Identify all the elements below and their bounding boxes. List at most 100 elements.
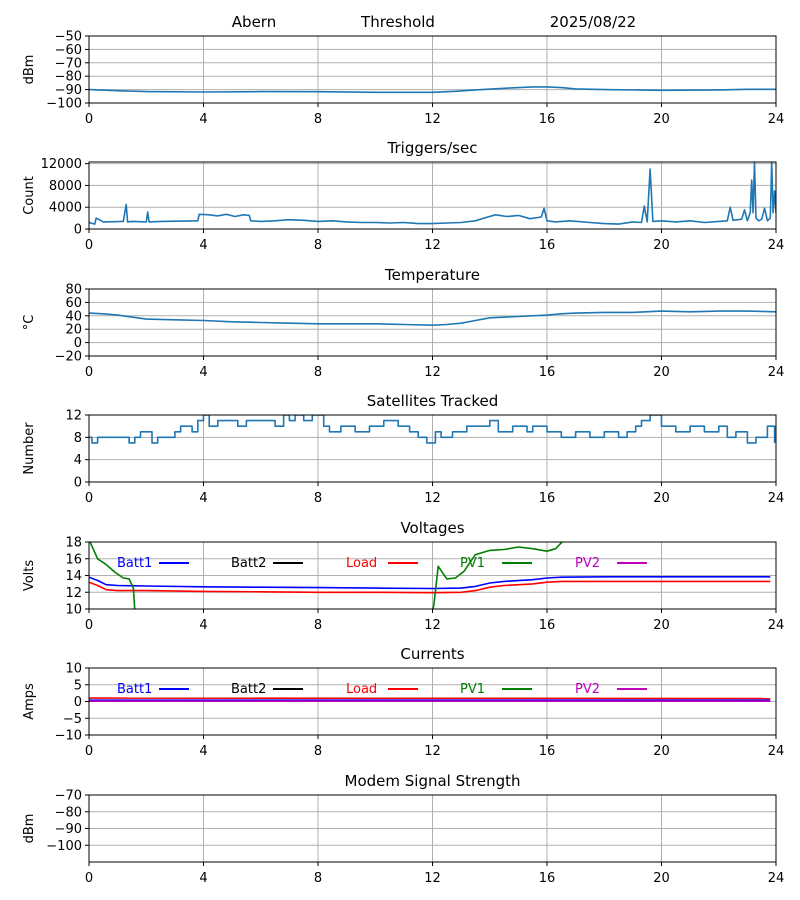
chart-satellites: 0 4 8 12 16 20 24 0 4 8 12 Satellites Tracked Number [22,392,784,506]
y-tick-label: 8 [74,431,82,446]
y-tick-label: 0 [74,695,82,710]
x-tick-label: 12 [424,112,441,127]
y-tick-label: 5 [74,678,82,693]
y-tick-label: 4000 [49,201,82,216]
x-tick-label: 16 [539,491,556,506]
y-tick-label: 8000 [49,179,82,194]
legend-label: PV2 [575,556,600,571]
chart-title: Triggers/sec [387,139,478,157]
x-tick-label: 24 [768,491,785,506]
y-tick-label: 40 [65,309,82,324]
x-tick-label: 0 [85,365,93,380]
x-tick-label: 4 [199,744,207,759]
x-tick-label: 20 [653,871,670,886]
y-tick-label: 4 [74,453,82,468]
legend-label: Load [346,682,377,697]
y-tick-label: 0 [74,476,82,491]
x-tick-label: 16 [539,871,556,886]
y-tick-label: −20 [55,350,82,365]
series-satellites-line [89,415,776,444]
x-tick-label: 24 [768,365,785,380]
y-tick-label: 0 [74,336,82,351]
x-tick-label: 24 [768,112,785,127]
series-triggers-line [89,162,776,225]
x-tick-label: 8 [314,238,322,253]
x-tick-label: 0 [85,618,93,633]
x-tick-label: 16 [539,744,556,759]
x-tick-label: 4 [199,112,207,127]
x-tick-label: 24 [768,238,785,253]
series-threshold-line [89,86,776,94]
series-batt1-line [89,575,771,590]
x-tick-label: 24 [768,744,785,759]
y-tick-label: 16 [65,552,82,567]
x-tick-label: 4 [199,491,207,506]
x-tick-label: 8 [314,365,322,380]
y-tick-label: −50 [55,30,82,45]
x-tick-label: 12 [424,871,441,886]
x-tick-label: 8 [314,744,322,759]
x-tick-label: 8 [314,491,322,506]
y-tick-label: −5 [63,712,82,727]
header-date: 2025/08/22 [550,13,636,31]
x-tick-label: 0 [85,112,93,127]
y-axis-label: Volts [22,560,37,592]
x-tick-label: 16 [539,112,556,127]
chart-title: Modem Signal Strength [345,772,521,790]
legend-label: Batt2 [231,556,266,571]
y-axis-label: Amps [22,683,37,720]
y-tick-label: −90 [55,822,82,837]
x-tick-label: 4 [199,871,207,886]
x-tick-label: 12 [424,744,441,759]
y-tick-label: −90 [55,83,82,98]
x-tick-label: 8 [314,112,322,127]
chart-title: Temperature [384,266,480,284]
y-tick-label: −60 [55,43,82,58]
x-tick-label: 24 [768,871,785,886]
y-tick-label: 20 [65,323,82,338]
x-tick-label: 20 [653,238,670,253]
chart-title: Voltages [400,519,464,537]
chart-title: Satellites Tracked [367,392,498,410]
x-tick-label: 0 [85,491,93,506]
x-tick-label: 4 [199,618,207,633]
header-station: Abern [232,13,276,31]
x-tick-label: 20 [653,491,670,506]
y-tick-label: 10 [65,603,82,618]
y-tick-label: 10 [65,662,82,677]
x-tick-label: 20 [653,112,670,127]
legend-label: PV1 [460,556,485,571]
legend-label: PV2 [575,682,600,697]
y-tick-label: 80 [65,283,82,298]
y-tick-label: −100 [46,97,82,112]
series-temperature-line [89,310,776,327]
y-tick-label: 14 [65,569,82,584]
x-tick-label: 12 [424,491,441,506]
y-axis-label: Number [22,422,37,475]
x-tick-label: 4 [199,238,207,253]
chart-threshold: 0 4 8 12 16 20 24 −100−90−80−70−60−50 dBm [22,30,784,128]
y-axis-label: Count [22,176,37,215]
x-tick-label: 20 [653,365,670,380]
x-tick-label: 16 [539,618,556,633]
y-axis-label: dBm [22,55,37,85]
header-mode: Threshold [360,13,435,31]
chart-triggers: 0 4 8 12 16 20 24 0 4000 8000 12000 Triggers/sec Cou… [22,139,784,253]
x-tick-label: 16 [539,365,556,380]
legend-label: PV1 [460,682,485,697]
x-tick-label: 12 [424,365,441,380]
legend-label: Batt1 [117,556,152,571]
x-tick-label: 0 [85,871,93,886]
x-tick-label: 12 [424,238,441,253]
series-load-line [89,580,771,594]
x-tick-label: 12 [424,618,441,633]
x-tick-label: 20 [653,618,670,633]
legend-label: Batt1 [117,682,152,697]
x-tick-label: 0 [85,238,93,253]
chart-title: Currents [400,645,464,663]
x-tick-label: 16 [539,238,556,253]
